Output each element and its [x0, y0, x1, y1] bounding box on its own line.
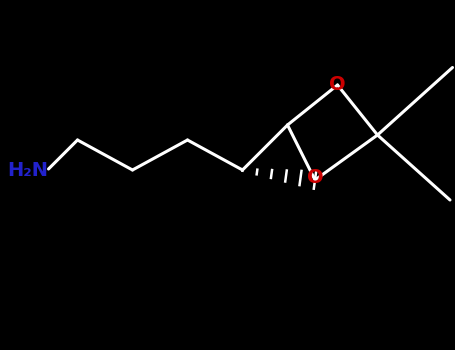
Text: O: O [329, 76, 346, 94]
Text: O: O [307, 168, 324, 187]
Text: H₂N: H₂N [7, 161, 48, 180]
